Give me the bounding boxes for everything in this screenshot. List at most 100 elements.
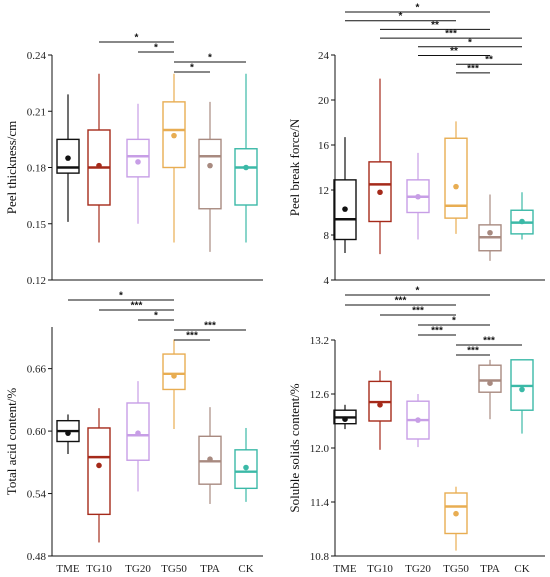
significance-label: * (190, 63, 194, 74)
significance-label: ** (450, 46, 458, 57)
mean-point (519, 218, 525, 225)
mean-point (243, 164, 249, 171)
x-tick-label: TG10 (86, 563, 112, 575)
mean-point (377, 189, 383, 196)
y-axis-title: Peel break force/N (287, 118, 302, 216)
significance-bracket: * (418, 37, 522, 48)
box-tg10 (368, 370, 392, 450)
box-ck (234, 427, 258, 502)
mean-point (487, 380, 493, 387)
y-tick-label: 24 (318, 50, 330, 62)
significance-bracket: *** (380, 306, 456, 317)
box-tpa (478, 359, 502, 420)
x-tick-label: TG10 (367, 563, 393, 575)
significance-bracket: *** (174, 331, 210, 342)
mean-point (415, 417, 421, 423)
significance-bracket: *** (418, 326, 456, 337)
significance-label: * (119, 291, 123, 302)
box-iqr (368, 161, 392, 223)
significance-bracket: * (99, 33, 174, 44)
mean-point (65, 155, 71, 161)
box-tg10 (87, 73, 111, 243)
y-axis-title: Soluble solids content/% (287, 383, 302, 512)
significance-label: *** (445, 29, 457, 40)
box-tpa (478, 194, 502, 261)
significance-bracket: *** (456, 63, 490, 74)
x-tick-label: CK (514, 563, 529, 575)
box-tg20 (406, 152, 430, 240)
significance-label: * (154, 311, 158, 322)
mean-point (96, 462, 102, 469)
y-tick-label: 12 (318, 185, 329, 197)
box-iqr (162, 101, 186, 169)
significance-label: *** (467, 63, 479, 74)
significance-bracket: ** (380, 20, 490, 31)
significance-bracket: * (68, 291, 174, 302)
y-tick-label: 0.24 (27, 50, 47, 62)
y-tick-label: 0.21 (27, 106, 46, 118)
mean-point (519, 386, 525, 393)
significance-label: ** (431, 20, 439, 31)
y-tick-label: 16 (318, 140, 330, 152)
y-tick-label: 0.60 (27, 426, 47, 438)
x-tick-label: TPA (200, 563, 220, 575)
y-tick-label: 0.48 (27, 551, 47, 563)
y-tick-label: 4 (324, 275, 330, 287)
box-tg50 (444, 121, 468, 234)
x-tick-label: TG50 (161, 563, 187, 575)
significance-bracket: *** (174, 321, 246, 332)
box-tme (333, 137, 357, 253)
significance-bracket: *** (345, 296, 456, 307)
mean-point (207, 162, 213, 169)
x-tick-label: CK (238, 563, 253, 575)
y-tick-label: 12.0 (310, 443, 330, 455)
box-iqr (198, 138, 222, 210)
significance-label: *** (395, 296, 407, 307)
box-tg50 (444, 486, 468, 551)
box-iqr (478, 364, 502, 393)
y-tick-label: 0.18 (27, 163, 47, 175)
significance-bracket: ** (418, 46, 490, 57)
y-tick-label: 0.54 (27, 489, 47, 501)
box-tg20 (126, 381, 150, 492)
y-tick-label: 11.4 (310, 497, 329, 509)
box-ck (510, 192, 534, 240)
y-tick-label: 0.66 (27, 364, 47, 376)
box-panel-1: 0.12 0.15 0.18 0.21 0.24 Peel thickness/cm * * *… (4, 33, 263, 287)
x-tick-label: TPA (480, 563, 500, 575)
significance-bracket: * (345, 11, 456, 22)
y-tick-label: 0.12 (27, 275, 46, 287)
significance-label: * (135, 33, 139, 44)
mean-point (243, 464, 249, 471)
y-tick-label: 13.2 (310, 335, 329, 347)
significance-label: * (416, 3, 420, 14)
significance-bracket: ** (456, 55, 522, 66)
box-panel-3: 0.48 0.54 0.60 0.66 Total acid content/% TME T… (4, 291, 263, 575)
y-tick-label: 10.8 (310, 551, 330, 563)
x-tick-label: TG20 (405, 563, 431, 575)
box-iqr (444, 137, 468, 219)
significance-label: * (452, 316, 456, 327)
mean-point (135, 159, 141, 165)
significance-label: * (399, 11, 403, 22)
x-tick-label: TME (56, 563, 80, 575)
significance-bracket: *** (99, 301, 174, 312)
x-tick-label: TME (333, 563, 357, 575)
box-iqr (87, 427, 111, 516)
significance-label: *** (204, 321, 216, 332)
box-tg20 (126, 103, 150, 224)
mean-point (342, 416, 348, 423)
box-tg20 (406, 394, 430, 448)
box-ck (510, 359, 534, 434)
mean-point (65, 430, 71, 436)
significance-label: * (468, 37, 472, 48)
y-axis-title: Total acid content/% (4, 388, 19, 496)
significance-label: *** (131, 301, 143, 312)
mean-point (96, 162, 102, 169)
mean-point (377, 402, 383, 408)
x-tick-label: TG50 (443, 563, 469, 575)
significance-bracket: * (174, 63, 210, 74)
significance-bracket: *** (456, 336, 522, 347)
significance-label: * (416, 286, 420, 297)
